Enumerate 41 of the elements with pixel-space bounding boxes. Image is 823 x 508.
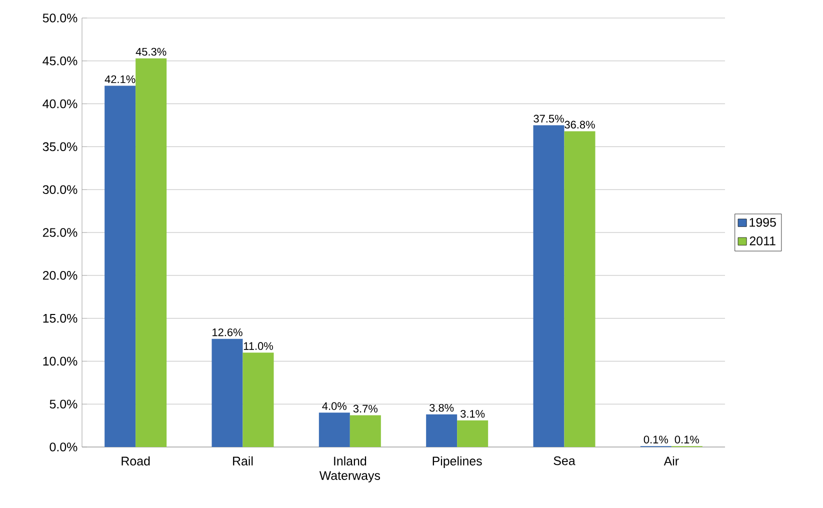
data-label: 0.1% — [674, 436, 700, 444]
data-label: 4.0% — [322, 402, 347, 410]
y-tick-label: 50.0% — [42, 14, 78, 22]
y-tick-label: 30.0% — [42, 185, 78, 194]
data-label: 3.8% — [430, 404, 454, 412]
x-tick-label: Air — [664, 456, 679, 466]
data-label: 3.7% — [353, 404, 378, 413]
legend-label: 2011 — [750, 236, 776, 246]
y-tick-label: 0.0% — [50, 442, 78, 452]
data-label: 42.1% — [104, 75, 136, 84]
data-label: 45.3% — [136, 48, 166, 56]
x-tick-label: Pipelines — [432, 456, 482, 468]
bar — [212, 338, 243, 447]
data-label: 0.1% — [644, 436, 668, 444]
data-label: 36.8% — [564, 120, 595, 129]
y-tick-label: 25.0% — [42, 228, 78, 237]
bar — [350, 415, 381, 447]
y-tick-label: 40.0% — [42, 99, 78, 108]
y-tick-label: 10.0% — [43, 356, 78, 366]
bar — [318, 412, 350, 447]
y-tick-label: 5.0% — [50, 400, 78, 409]
bar — [104, 86, 136, 447]
y-tick-label: 45.0% — [42, 56, 78, 66]
y-tick-label: 35.0% — [42, 142, 78, 152]
bar — [242, 352, 274, 447]
x-tick-label: Road — [122, 456, 150, 466]
data-label: 11.0% — [244, 342, 273, 350]
bar — [564, 131, 596, 447]
data-label: 3.1% — [460, 410, 485, 418]
bar — [426, 414, 458, 447]
x-tick-label: Inland Waterways — [319, 456, 380, 482]
bar — [533, 125, 564, 447]
data-label: 12.6% — [212, 328, 242, 336]
x-tick-label: Rail — [233, 456, 253, 466]
bar — [457, 420, 488, 447]
y-tick-label: 20.0% — [42, 271, 78, 280]
bar — [136, 58, 167, 447]
data-label: 37.5% — [534, 114, 564, 123]
x-tick-label: Sea — [554, 456, 576, 466]
legend-label: 1995 — [750, 218, 776, 227]
y-tick-label: 15.0% — [43, 314, 78, 323]
